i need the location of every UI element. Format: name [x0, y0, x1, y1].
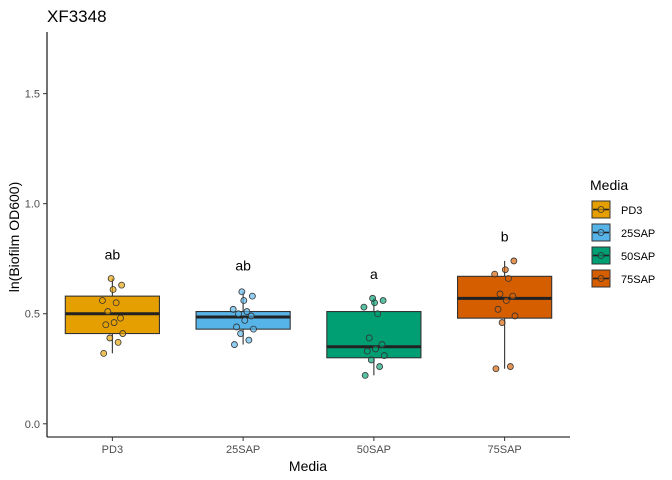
- data-point: [367, 356, 375, 364]
- data-point: [106, 334, 114, 342]
- data-point: [247, 312, 255, 320]
- data-point: [498, 319, 506, 326]
- data-point: [372, 345, 379, 353]
- legend: Media PD3 25SAP 50SAP 75SAP: [590, 177, 655, 288]
- legend-item-50sap: 50SAP: [591, 246, 655, 265]
- data-point: [501, 266, 509, 274]
- box-group-25sap: ab: [195, 257, 291, 348]
- data-point: [374, 310, 382, 318]
- data-point: [360, 303, 368, 311]
- data-point: [241, 316, 249, 324]
- data-point: [502, 297, 510, 304]
- data-point: [369, 294, 377, 302]
- box-group-50sap: a: [326, 266, 422, 379]
- significance-label: ab: [105, 246, 121, 262]
- data-point: [99, 297, 106, 304]
- y-tick-label: 1.0: [25, 199, 40, 211]
- data-point: [107, 275, 115, 282]
- legend-label: 25SAP: [621, 228, 655, 240]
- box-group-75sap: b: [457, 229, 553, 373]
- legend-key-point: [597, 252, 605, 259]
- chart-title: XF3348: [47, 7, 107, 26]
- x-axis-title: Media: [289, 458, 327, 474]
- data-point: [118, 281, 126, 289]
- data-point: [494, 305, 502, 313]
- data-point: [109, 286, 117, 293]
- data-point: [505, 275, 512, 282]
- y-tick-label: 1.5: [25, 89, 40, 101]
- data-point: [506, 363, 514, 370]
- legend-key-point: [597, 229, 605, 236]
- data-point: [104, 308, 112, 315]
- data-point: [102, 321, 110, 329]
- data-point: [110, 319, 118, 326]
- x-tick-label: PD3: [102, 444, 123, 456]
- legend-key-point: [597, 206, 605, 213]
- legend-label: 75SAP: [621, 274, 655, 286]
- legend-key-point: [597, 275, 605, 282]
- data-point: [378, 341, 386, 348]
- data-point: [248, 292, 256, 300]
- x-tick-label: 50SAP: [357, 444, 391, 456]
- data-point: [114, 338, 122, 346]
- legend-item-pd3: PD3: [591, 200, 642, 219]
- data-point: [231, 341, 238, 348]
- legend-item-75sap: 75SAP: [591, 269, 655, 288]
- axes: 0.0 0.5 1.0 1.5 PD3 25SAP 50SAP 75SAP: [25, 32, 570, 456]
- legend-title: Media: [590, 177, 628, 193]
- data-point: [379, 297, 387, 304]
- legend-item-25sap: 25SAP: [591, 223, 655, 242]
- legend-label: PD3: [621, 205, 642, 217]
- legend-label: 50SAP: [621, 251, 655, 263]
- significance-label: ab: [235, 257, 251, 273]
- data-point: [509, 292, 517, 300]
- significance-label: b: [501, 229, 509, 245]
- data-point: [365, 334, 373, 342]
- data-point: [376, 363, 384, 370]
- data-point: [100, 349, 108, 357]
- data-point: [361, 371, 369, 379]
- data-point: [240, 297, 248, 304]
- data-point: [496, 290, 504, 298]
- data-point: [117, 314, 124, 322]
- data-point: [510, 257, 518, 265]
- data-point: [233, 323, 240, 331]
- data-point: [245, 336, 253, 344]
- box-group-pd3: ab: [64, 246, 160, 357]
- data-point: [119, 330, 127, 337]
- data-point: [491, 270, 499, 278]
- data-point: [112, 299, 120, 307]
- y-tick-label: 0.0: [25, 419, 40, 431]
- y-tick-label: 0.5: [25, 309, 40, 321]
- data-point: [238, 288, 246, 296]
- data-point: [511, 312, 519, 320]
- data-point: [235, 310, 242, 318]
- significance-label: a: [370, 266, 378, 282]
- x-tick-label: 75SAP: [488, 444, 522, 456]
- data-point: [363, 347, 371, 355]
- data-point: [243, 308, 251, 315]
- data-point: [250, 325, 257, 333]
- data-point: [229, 305, 237, 313]
- data-point: [237, 330, 245, 337]
- data-point: [380, 352, 388, 359]
- y-axis-title: ln(Biofilm OD600): [6, 182, 22, 292]
- x-tick-label: 25SAP: [226, 444, 260, 456]
- data-point: [492, 365, 500, 373]
